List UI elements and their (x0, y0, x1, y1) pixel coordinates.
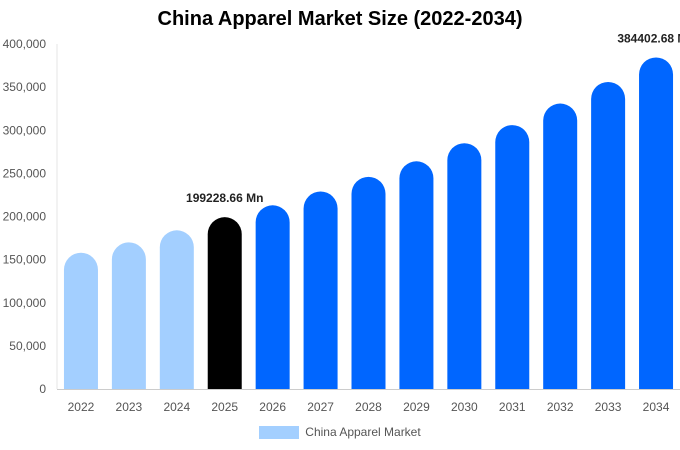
bar (159, 230, 194, 389)
data-label: 384402.68 Mn (617, 31, 680, 45)
y-tick-label: 50,000 (9, 339, 46, 353)
x-tick-label: 2027 (307, 400, 334, 414)
x-tick-label: 2028 (355, 400, 382, 414)
x-tick-label: 2031 (499, 400, 526, 414)
legend-label: China Apparel Market (305, 425, 421, 439)
axes: 0 50,000 100,000 150,000 200,000 250,000 300,0… (3, 37, 680, 414)
y-tick-label: 250,000 (3, 166, 47, 180)
bar (639, 57, 674, 389)
bars (63, 57, 674, 389)
x-tick-label: 2034 (643, 400, 670, 414)
x-tick-label: 2026 (259, 400, 286, 414)
bar (255, 205, 290, 389)
bar (351, 176, 386, 389)
y-tick-label: 200,000 (3, 210, 47, 224)
legend-swatch (259, 425, 300, 439)
x-tick-label: 2024 (163, 400, 190, 414)
labels: 199228.66 Mn 384402.68 Mn (186, 31, 680, 205)
y-tick-label: 400,000 (3, 37, 47, 51)
bar (63, 252, 98, 389)
bar (495, 125, 530, 389)
x-tick-label: 2029 (403, 400, 430, 414)
bar (543, 103, 578, 389)
y-tick-label: 100,000 (3, 296, 47, 310)
chart-title: China Apparel Market Size (2022-2034) (157, 8, 523, 30)
y-tick-label: 300,000 (3, 123, 47, 137)
bar (447, 143, 482, 389)
bar (591, 81, 626, 389)
x-tick-label: 2022 (68, 400, 95, 414)
y-tick-label: 350,000 (3, 80, 47, 94)
x-tick-label: 2032 (547, 400, 574, 414)
x-tick-label: 2033 (595, 400, 622, 414)
x-tick-label: 2025 (211, 400, 238, 414)
bar (207, 217, 242, 389)
bar (111, 242, 146, 389)
x-tick-label: 2030 (451, 400, 478, 414)
bar (399, 161, 434, 389)
x-tick-label: 2023 (116, 400, 143, 414)
y-tick-label: 150,000 (3, 253, 47, 267)
y-tick-label: 0 (39, 382, 46, 396)
bar (303, 191, 338, 389)
legend: China Apparel Market (0, 425, 680, 439)
data-label: 199228.66 Mn (186, 191, 263, 205)
